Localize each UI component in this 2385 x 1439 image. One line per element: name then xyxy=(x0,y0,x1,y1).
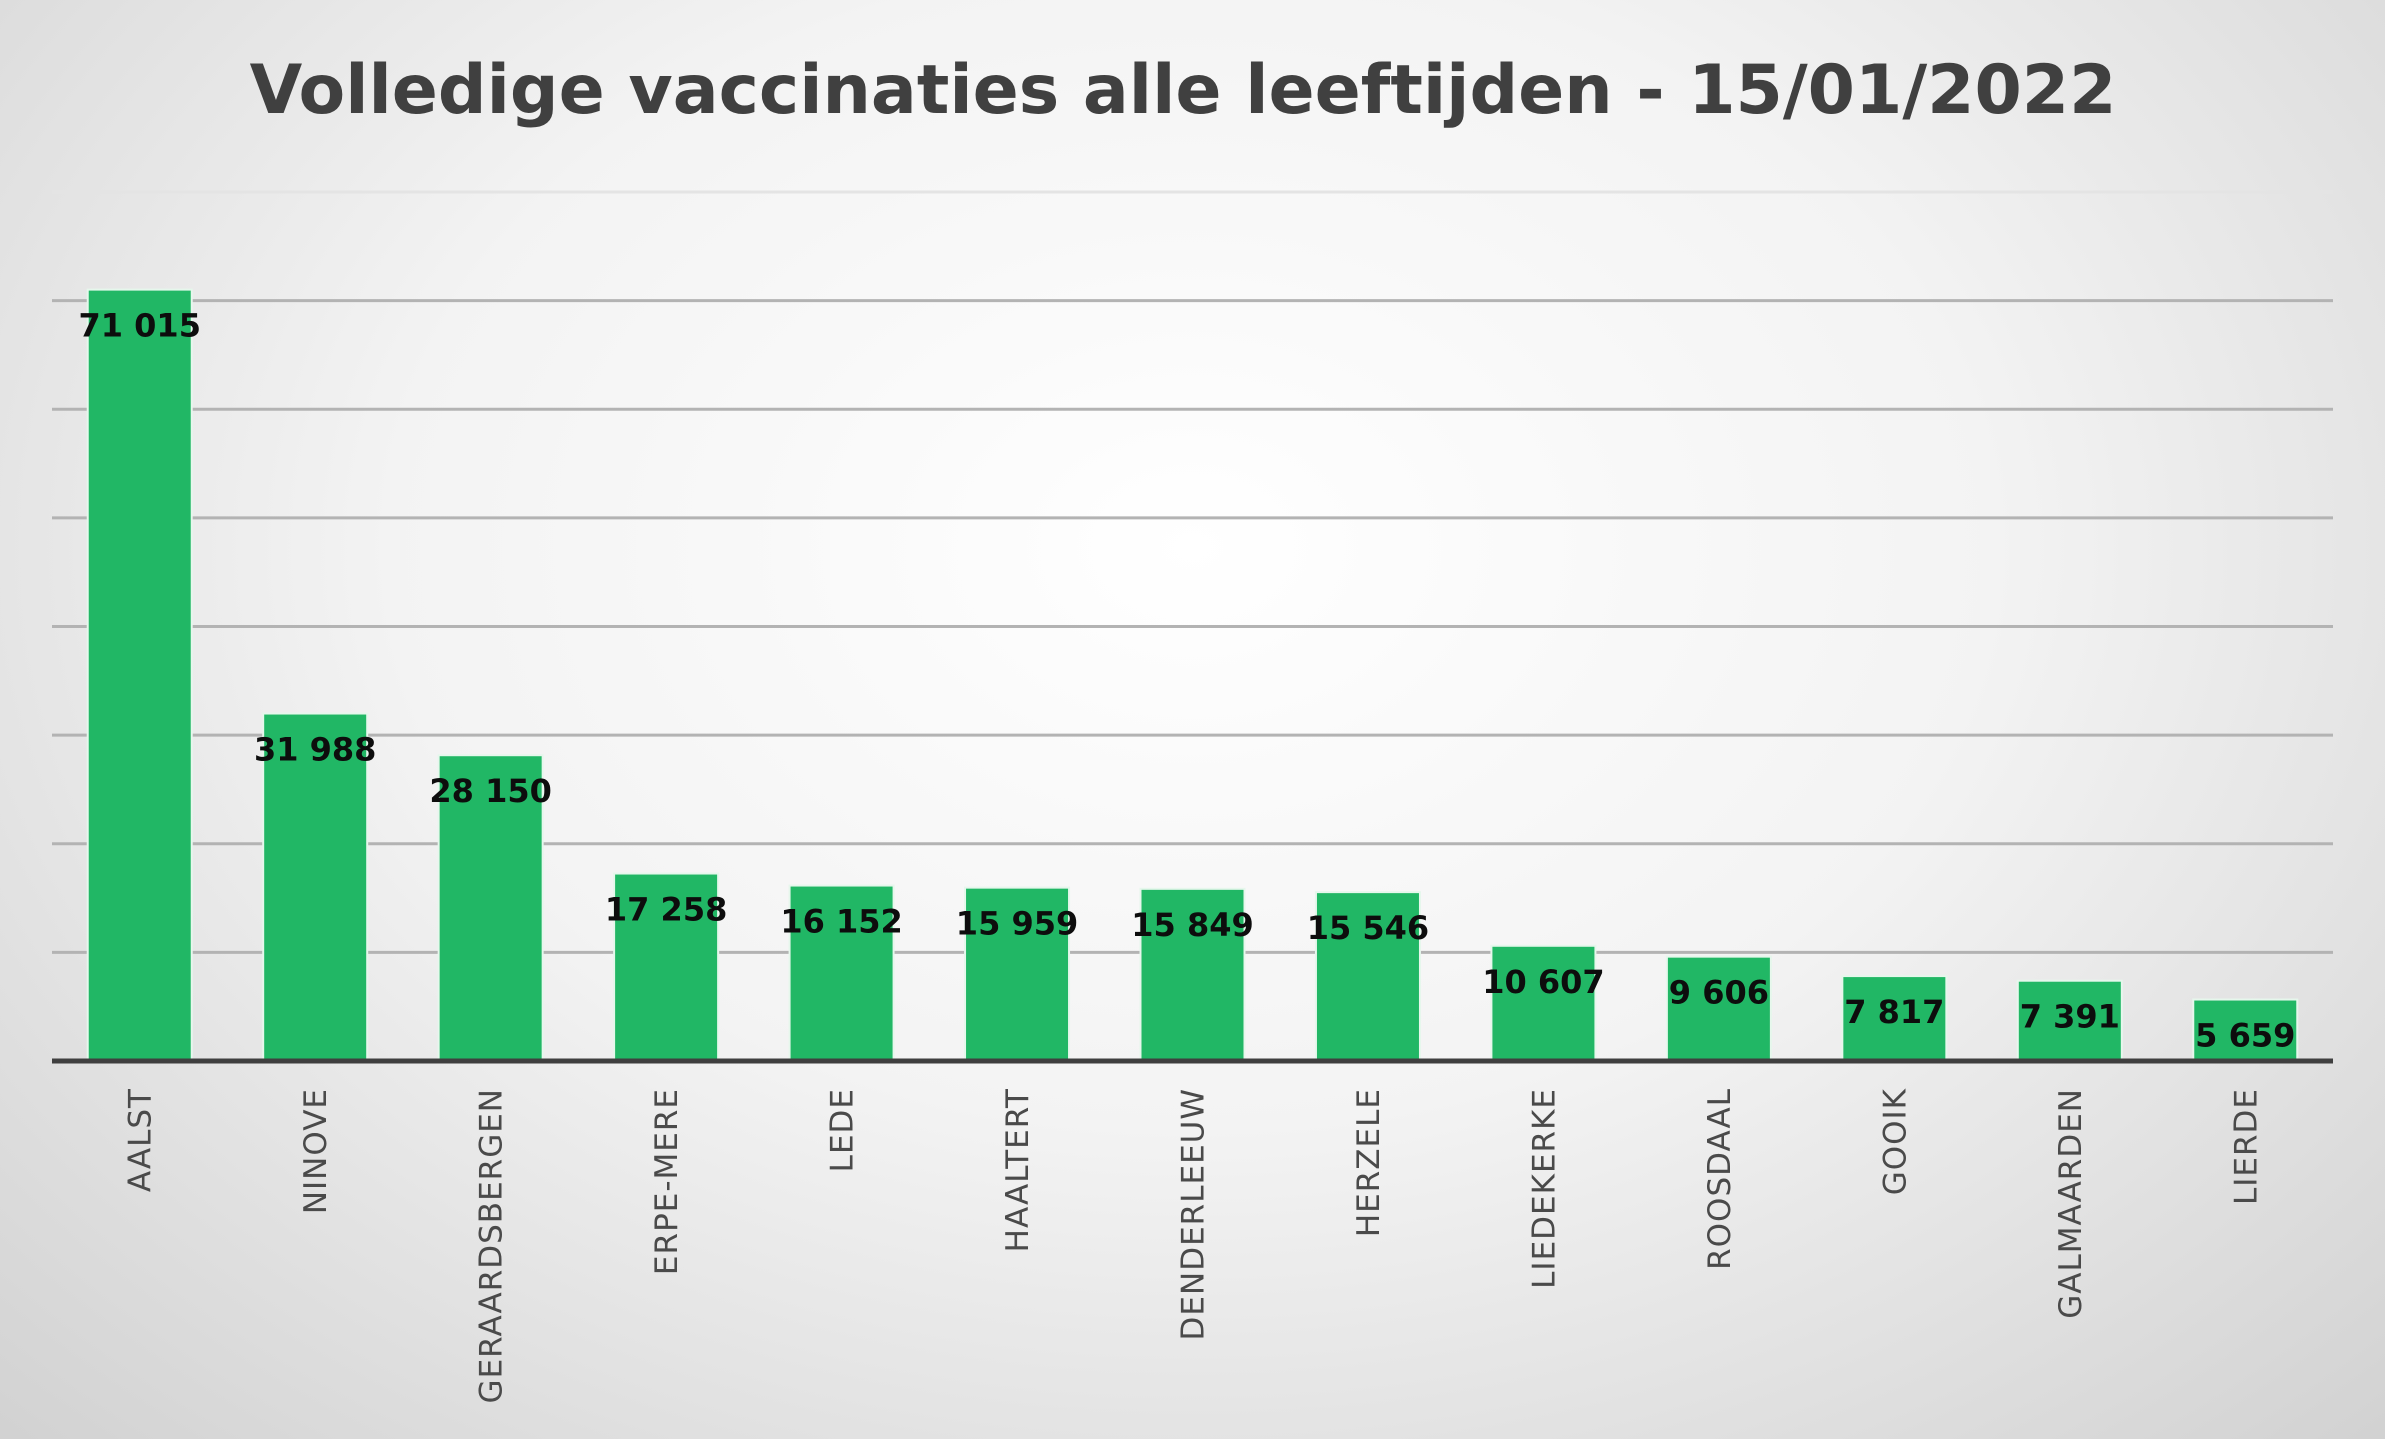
x-tick-label: AALST xyxy=(123,1088,159,1192)
chart-title: Volledige vaccinaties alle leeftijden - … xyxy=(250,51,2117,130)
gridlines xyxy=(52,190,2333,954)
data-label: 15 849 xyxy=(1131,906,1253,944)
x-tick-label: DENDERLEEUW xyxy=(1176,1088,1212,1340)
data-label: 15 546 xyxy=(1307,909,1429,947)
bar-gooik xyxy=(1841,975,1948,1062)
data-label: 5 659 xyxy=(2195,1017,2295,1055)
bar-erpe-mere xyxy=(613,872,720,1062)
data-label: 7 391 xyxy=(2020,998,2120,1036)
data-label: 71 015 xyxy=(78,307,200,345)
x-tick-label: ERPE-MERE xyxy=(649,1088,685,1275)
data-label: 15 959 xyxy=(956,905,1078,943)
bar-liedekerke xyxy=(1490,944,1597,1062)
data-label: 31 988 xyxy=(254,731,376,769)
data-label: 9 606 xyxy=(1669,974,1769,1012)
data-label: 10 607 xyxy=(1482,963,1604,1001)
x-tick-label: LIEDEKERKE xyxy=(1526,1088,1562,1289)
x-tick-label: LIERDE xyxy=(2228,1088,2264,1205)
data-label: 28 150 xyxy=(429,772,551,810)
data-label: 17 258 xyxy=(605,891,727,929)
x-tick-label: NINOVE xyxy=(298,1088,334,1214)
x-tick-label: HERZELE xyxy=(1351,1088,1387,1237)
x-tick-label: GALMAARDEN xyxy=(2053,1088,2089,1319)
bar-geraardsbergen xyxy=(437,754,544,1063)
data-label: 16 152 xyxy=(780,903,902,941)
x-tick-label: GOOIK xyxy=(1877,1088,1913,1195)
x-tick-label: LEDE xyxy=(825,1088,861,1172)
bars xyxy=(86,288,2299,1063)
bar-galmaarden xyxy=(2016,979,2123,1063)
x-tick-label: GERAARDSBERGEN xyxy=(474,1088,510,1403)
x-tick-label: ROOSDAAL xyxy=(1702,1088,1738,1270)
bar-aalst xyxy=(86,288,193,1062)
x-tick-label: HAALTERT xyxy=(1000,1088,1036,1252)
bar-denderleeuw xyxy=(1139,887,1246,1062)
data-labels: 71 015 31 988 28 150 17 258 16 152 15 959 15 8… xyxy=(78,307,2295,1055)
bar-ninove xyxy=(262,712,369,1062)
category-tick-labels: AALST NINOVE GERAARDSBERGEN ERPE-MERE LEDE HA… xyxy=(123,1088,2265,1404)
data-label: 7 817 xyxy=(1844,993,1944,1031)
bar-herzele xyxy=(1314,891,1421,1063)
bar-lede xyxy=(788,884,895,1062)
bar-haaltert xyxy=(964,886,1071,1063)
